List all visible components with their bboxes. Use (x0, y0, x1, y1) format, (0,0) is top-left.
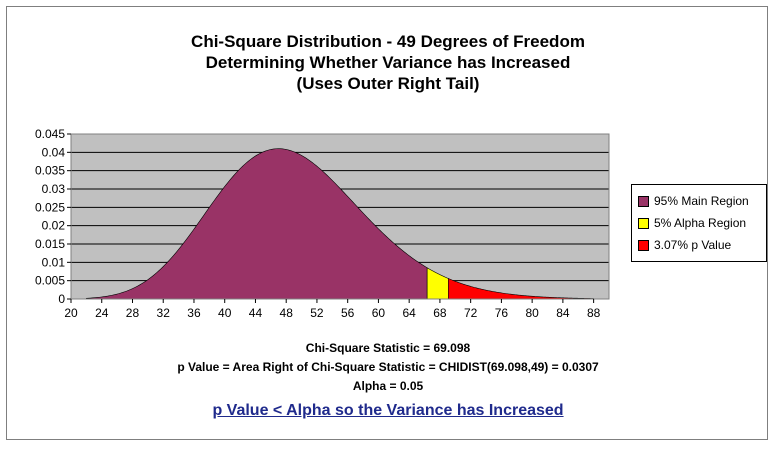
chart-frame: Chi-Square Distribution - 49 Degrees of … (6, 6, 768, 440)
title-line-1: Chi-Square Distribution - 49 Degrees of … (191, 32, 585, 51)
x-tick-label-60: 60 (372, 306, 386, 320)
region-p-value (448, 278, 594, 300)
title-line-2: Determining Whether Variance has Increas… (205, 53, 571, 72)
x-tick-label-28: 28 (126, 306, 140, 320)
conclusion-link[interactable]: p Value < Alpha so the Variance has Incr… (212, 402, 564, 419)
y-tick-label-0.04: 0.04 (42, 145, 66, 159)
legend-label-p: 3.07% p Value (654, 238, 732, 252)
x-tick-label-84: 84 (556, 306, 570, 320)
legend-item-alpha: 5% Alpha Region (638, 212, 766, 234)
region-main (86, 148, 428, 300)
x-tick-label-80: 80 (525, 306, 539, 320)
title-line-3: (Uses Outer Right Tail) (296, 74, 480, 93)
x-tick-label-24: 24 (95, 306, 109, 320)
y-tick-label-0.03: 0.03 (42, 182, 66, 196)
legend-swatch-main (638, 195, 649, 207)
x-tick-label-76: 76 (495, 306, 509, 320)
x-tick-label-56: 56 (341, 306, 355, 320)
y-tick-label-0.045: 0.045 (35, 127, 65, 141)
y-tick-label-0.025: 0.025 (35, 200, 65, 214)
y-tick-label-0.01: 0.01 (42, 255, 66, 269)
x-tick-label-72: 72 (464, 306, 478, 320)
plot-border (70, 133, 610, 300)
y-tick-label-0.02: 0.02 (42, 219, 66, 233)
legend-label-alpha: 5% Alpha Region (654, 216, 747, 230)
x-tick-label-36: 36 (187, 306, 201, 320)
legend-label-main: 95% Main Region (654, 194, 749, 208)
y-tick-label-0.015: 0.015 (35, 237, 65, 251)
y-tick-label-0.005: 0.005 (35, 274, 65, 288)
x-tick-label-88: 88 (587, 306, 601, 320)
x-tick-label-44: 44 (249, 306, 263, 320)
statistic-note: Chi-Square Statistic = 69.098 (305, 341, 471, 355)
x-tick-label-52: 52 (310, 306, 324, 320)
region-alpha (426, 267, 449, 300)
x-tick-label-20: 20 (64, 306, 78, 320)
legend-item-p: 3.07% p Value (638, 234, 766, 256)
chart-title: Chi-Square Distribution - 49 Degrees of … (7, 31, 769, 94)
alpha-note: Alpha = 0.05 (352, 379, 424, 393)
chart-legend: 95% Main Region 5% Alpha Region 3.07% p … (631, 184, 767, 262)
x-tick-label-68: 68 (433, 306, 447, 320)
legend-swatch-p (638, 239, 649, 251)
y-tick-label-0: 0 (58, 292, 65, 306)
x-tick-label-64: 64 (402, 306, 416, 320)
legend-item-main: 95% Main Region (638, 190, 766, 212)
y-tick-label-0.035: 0.035 (35, 164, 65, 178)
p-value-note: p Value = Area Right of Chi-Square Stati… (177, 360, 599, 374)
x-tick-label-32: 32 (157, 306, 171, 320)
x-tick-label-48: 48 (280, 306, 294, 320)
x-tick-label-40: 40 (218, 306, 232, 320)
chi-square-chart: 0 0.005 0.01 0.015 0.02 0.025 0.03 0.035 0.04 0.0… (35, 127, 610, 320)
legend-swatch-alpha (638, 217, 649, 229)
